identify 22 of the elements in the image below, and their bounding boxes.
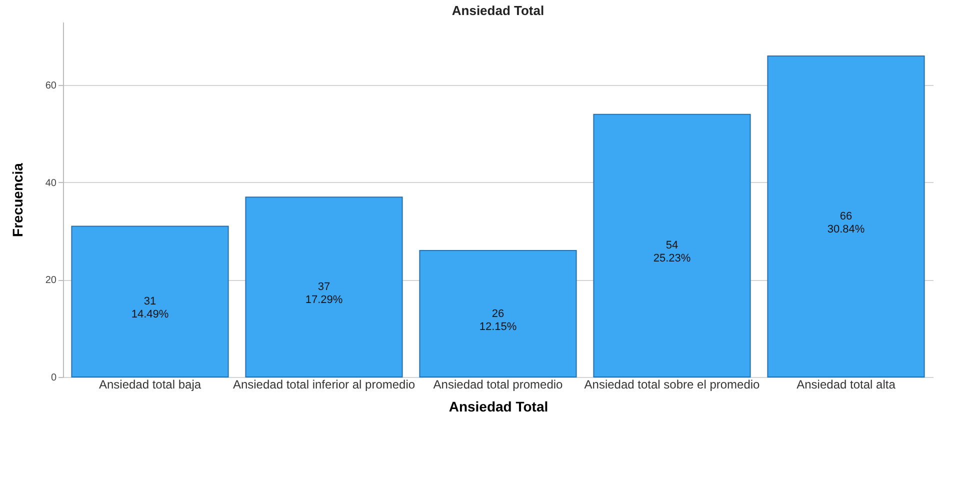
x-tick-label: Ansiedad total promedio [433, 378, 564, 392]
bar [71, 226, 229, 378]
data-label: 26 12.15% [479, 308, 517, 333]
bar [419, 250, 577, 378]
data-label: 31 14.49% [131, 296, 169, 321]
bar [245, 196, 403, 378]
x-tick-label: Ansiedad total baja [98, 378, 202, 392]
y-axis-title: Frecuencia [9, 162, 26, 237]
y-tick-label: 40 [45, 178, 57, 189]
data-label: 37 17.29% [305, 281, 343, 306]
x-tick-label: Ansiedad total sobre el promedio [584, 378, 760, 392]
data-label: 54 25.23% [653, 240, 691, 265]
x-axis-title: Ansiedad Total [448, 398, 548, 414]
data-label: 66 30.84% [827, 210, 865, 236]
y-tick-label: 60 [45, 80, 57, 92]
bar [767, 56, 925, 378]
bar [593, 114, 751, 378]
y-tick-label: 0 [50, 372, 57, 384]
chart-title: Ansiedad Total [452, 3, 544, 18]
x-tick-label: Ansiedad total alta [796, 378, 896, 392]
y-tick-label: 20 [45, 275, 57, 286]
x-tick-label: Ansiedad total inferior al promedio [232, 378, 416, 392]
